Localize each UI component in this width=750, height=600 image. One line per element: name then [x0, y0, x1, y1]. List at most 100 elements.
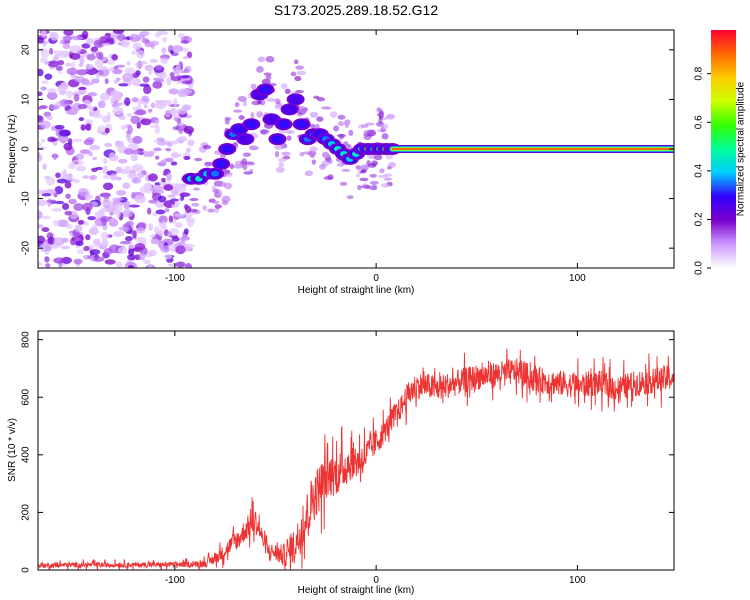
noise-blob [83, 139, 94, 146]
noise-blob [55, 172, 61, 179]
noise-blob [149, 234, 156, 238]
signal-halo-blob [294, 75, 302, 82]
noise-blob [39, 57, 48, 63]
noise-blob [81, 43, 91, 49]
noise-blob [118, 158, 128, 164]
signal-halo-blob [187, 139, 195, 147]
noise-blob [143, 259, 151, 265]
signal-halo-blob [265, 56, 275, 63]
noise-blob [44, 61, 50, 65]
noise-blob [155, 64, 163, 71]
noise-blob [126, 112, 133, 118]
noise-blob [71, 35, 84, 41]
noise-blob [109, 66, 114, 72]
noise-blob [50, 137, 59, 142]
noise-blob [63, 142, 73, 151]
signal-halo-blob [369, 180, 379, 185]
noise-blob [124, 67, 136, 75]
noise-blob [100, 208, 108, 213]
noise-blob [44, 256, 50, 263]
signal-halo-blob [363, 132, 372, 137]
noise-blob [164, 254, 173, 260]
noise-blob [187, 84, 194, 89]
noise-blob [104, 127, 110, 134]
noise-blob [53, 257, 65, 264]
signal-track-point [211, 170, 220, 177]
signal-halo-blob [309, 146, 318, 152]
noise-blob [46, 199, 57, 203]
signal-halo-blob [357, 185, 362, 191]
noise-blob [45, 263, 51, 268]
signal-halo-blob [222, 169, 231, 175]
noise-blob [77, 249, 85, 255]
snr-x-axis-label: Height of straight line (km) [298, 585, 415, 596]
signal-halo-blob [274, 144, 285, 150]
noise-blob [63, 30, 74, 36]
colorbar-gradient [711, 30, 736, 268]
signal-halo-blob [234, 102, 240, 108]
snr-panel: -100 0 100 0 200 400 600 800 Height of straigh… [7, 330, 675, 596]
noise-blob [95, 72, 101, 80]
noise-blob [183, 204, 189, 210]
noise-blob [125, 236, 133, 242]
noise-blob [139, 252, 146, 261]
noise-blob [68, 198, 77, 205]
noise-blob [115, 64, 126, 68]
noise-blob [171, 203, 180, 208]
noise-blob [44, 73, 53, 80]
noise-blob [41, 193, 52, 197]
noise-blob [40, 138, 46, 143]
noise-blob [111, 54, 119, 61]
noise-blob [175, 64, 181, 73]
x-tick-label: 100 [569, 575, 586, 586]
snr-x-ticks: -100 0 100 [165, 331, 586, 586]
noise-blob [158, 72, 168, 79]
signal-halo-blob [313, 95, 320, 99]
noise-blob [168, 88, 179, 95]
noise-blob [64, 181, 72, 189]
noise-blob [116, 176, 122, 181]
noise-blob [94, 59, 104, 68]
noise-blob [171, 45, 184, 53]
noise-blob [38, 142, 42, 146]
signal-halo-blob [214, 204, 222, 209]
noise-blob [141, 95, 149, 103]
noise-blob [181, 184, 187, 192]
noise-blob [59, 39, 65, 45]
noise-blob [109, 173, 118, 181]
signal-halo-blob [385, 113, 396, 120]
noise-blob [122, 72, 134, 82]
noise-blob [174, 222, 183, 229]
noise-blob [85, 64, 94, 70]
noise-blob [91, 167, 98, 172]
noise-blob [46, 176, 56, 186]
noise-blob [113, 66, 119, 70]
spectrogram-y-axis-label: Frequency (Hz) [7, 115, 18, 184]
noise-blob [112, 106, 124, 116]
noise-blob [87, 216, 96, 221]
noise-blob [99, 216, 110, 223]
noise-blob [176, 118, 182, 125]
noise-blob [137, 221, 147, 229]
signal-halo-blob [243, 171, 254, 175]
noise-blob [69, 45, 82, 54]
signal-halo-blob [256, 111, 264, 118]
signal-halo-blob [274, 150, 280, 158]
colorbar-tick-label: 0.6 [694, 115, 705, 129]
noise-blob [110, 217, 116, 224]
noise-blob [47, 88, 57, 93]
signal-halo-blob [310, 154, 315, 159]
signal-halo-blob [188, 208, 198, 213]
noise-blob [118, 226, 129, 231]
noise-blob [68, 177, 76, 181]
signal-halo-blob [273, 98, 281, 103]
noise-blob [40, 86, 47, 91]
signal-track-point [279, 121, 288, 128]
signal-halo-blob [368, 185, 378, 191]
noise-blob [72, 138, 82, 143]
signal-halo-blob [360, 185, 371, 189]
signal-track-point [291, 96, 300, 103]
signal-halo-blob [379, 168, 385, 174]
noise-blob [91, 78, 100, 84]
noise-blob [187, 220, 194, 227]
